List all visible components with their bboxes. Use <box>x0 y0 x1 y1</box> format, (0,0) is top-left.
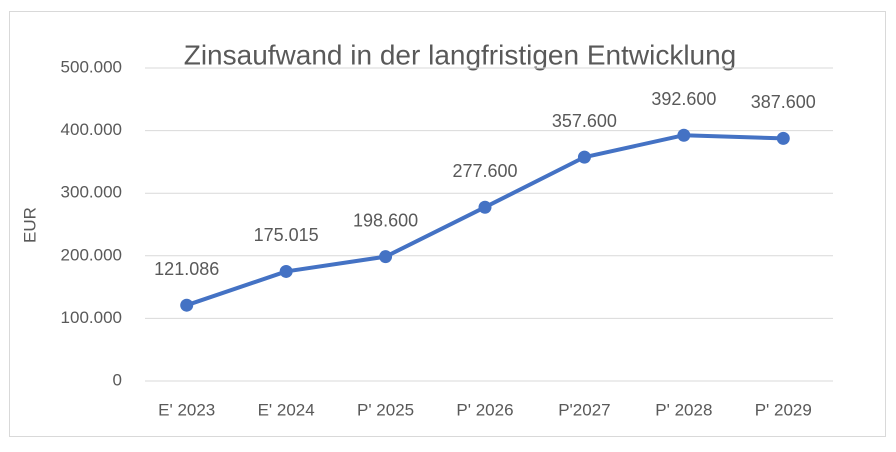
data-point <box>379 250 393 264</box>
y-tick-label: 400.000 <box>61 120 122 139</box>
y-axis-label: EUR <box>20 207 39 243</box>
x-tick-label: P'2027 <box>558 400 610 419</box>
data-point <box>279 264 293 278</box>
data-point <box>478 200 492 214</box>
data-point <box>776 131 790 145</box>
data-label: 175.015 <box>254 225 319 245</box>
y-tick-label: 0 <box>113 370 122 389</box>
data-label: 387.600 <box>751 92 816 112</box>
data-label: 357.600 <box>552 111 617 131</box>
y-tick-label: 500.000 <box>61 57 122 76</box>
data-point <box>577 150 591 164</box>
data-point <box>180 298 194 312</box>
x-tick-label: E' 2024 <box>258 400 315 419</box>
x-tick-label: P' 2026 <box>456 400 513 419</box>
data-label: 277.600 <box>452 161 517 181</box>
chart-title: Zinsaufwand in der langfristigen Entwick… <box>184 39 737 70</box>
data-label: 392.600 <box>651 89 716 109</box>
x-tick-label: P' 2025 <box>357 400 414 419</box>
data-label: 121.086 <box>154 259 219 279</box>
y-tick-label: 100.000 <box>61 308 122 327</box>
data-label: 198.600 <box>353 210 418 230</box>
x-tick-label: E' 2023 <box>158 400 215 419</box>
x-tick-label: P' 2029 <box>755 400 812 419</box>
x-tick-label: P' 2028 <box>655 400 712 419</box>
y-tick-label: 200.000 <box>61 245 122 264</box>
data-point <box>677 128 691 142</box>
y-tick-label: 300.000 <box>61 183 122 202</box>
